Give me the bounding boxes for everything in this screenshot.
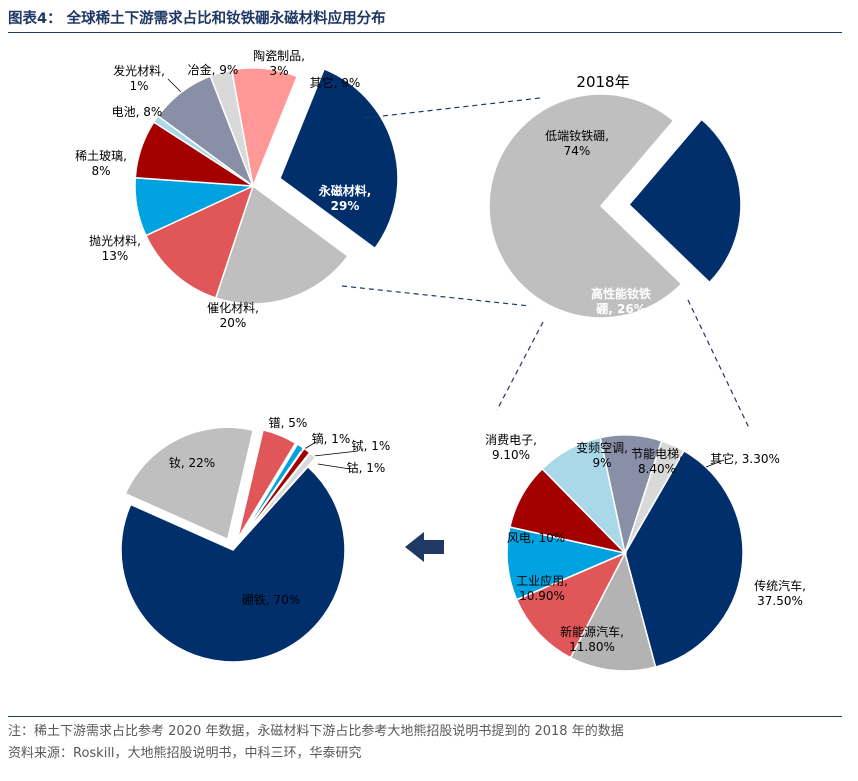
slice-label-稀土玻璃: 稀土玻璃, 8% <box>75 149 127 178</box>
footnote: 注：稀土下游需求占比参考 2020 年数据，永磁材料下游占比参考大地熊招股说明书… <box>8 724 624 739</box>
leader-line <box>313 450 359 457</box>
charts-canvas: 永磁材料, 29% 催化材料, 20% 抛光材料, 13% 稀土玻璃, 8% 电池, 8% 发光材… <box>75 48 806 672</box>
slice-label-冶金: 冶金, 9% <box>188 62 239 77</box>
source-note: 资料来源：Roskill，大地熊招股说明书，中科三环，华泰研究 <box>8 746 362 761</box>
pie-slice-硼铁 <box>120 465 346 663</box>
slice-label-消费电子: 消费电子, 9.10% <box>485 433 537 462</box>
pie-slice-工业应用 <box>515 551 627 659</box>
slice-label-催化材料: 催化材料, 20% <box>207 301 259 330</box>
connector-line <box>341 285 531 307</box>
slice-label-硼铁: 硼铁, 70% <box>242 593 300 607</box>
slice-label-新能源汽车: 新能源汽车, 11.80% <box>560 624 624 654</box>
footer-rule <box>8 716 842 717</box>
arrow-left-icon <box>405 532 444 562</box>
slice-label-低端钕铁硼: 低端钕铁硼, 74% <box>545 128 609 158</box>
pie-ndfeb-applications <box>506 434 744 672</box>
slice-label-电池: 电池, 8% <box>112 105 163 119</box>
pie-slice-传统汽车 <box>624 449 744 668</box>
slice-label-镝: 镝, 1% <box>312 431 351 446</box>
slice-label-变频空调: 变频空调, 9% <box>576 440 628 470</box>
pie-slice-钴 <box>240 452 317 542</box>
pie-slice-其它 <box>624 439 686 554</box>
pie-slice-风电 <box>506 526 628 601</box>
slice-label-镨: 镨, 5% <box>269 415 308 430</box>
pie-slice-低端钕铁硼 <box>488 93 683 319</box>
slice-label-高性能钕铁硼: 高性能钕铁硼, 26% <box>591 286 651 316</box>
chart-title-2018: 2018年 <box>576 73 629 91</box>
pie-slice-其它 <box>230 67 299 189</box>
leader-line <box>705 459 725 468</box>
slice-label-节能电梯: 节能电梯, 8.40% <box>631 447 683 476</box>
pie-magnet-composition <box>120 426 359 663</box>
slice-label-其它: 其它, 3.30% <box>710 451 780 466</box>
connector-line <box>496 321 544 411</box>
pie-slice-永磁材料 <box>279 67 399 250</box>
slice-label-其它: 其它, 9% <box>310 75 361 90</box>
pie-rare-earth-demand <box>134 67 399 305</box>
slice-label-永磁材料: 永磁材料, 29% <box>318 183 372 213</box>
figure-title: 图表4： 全球稀土下游需求占比和钕铁硼永磁材料应用分布 <box>8 11 386 27</box>
connector-line <box>364 97 541 119</box>
title-rule <box>8 32 842 33</box>
slice-label-钴: 钴, 1% <box>347 460 386 475</box>
slice-label-钕: 钕, 22% <box>169 455 215 470</box>
pie-slice-镨 <box>236 428 297 540</box>
pie-slice-催化材料 <box>214 184 350 305</box>
slice-label-铽: 铽, 1% <box>352 438 391 453</box>
pie-ndfeb-2018 <box>488 93 742 319</box>
pie-slice-铽 <box>239 447 311 541</box>
slice-label-陶瓷制品: 陶瓷制品, 3% <box>253 48 305 78</box>
pie-slice-钕 <box>124 426 255 541</box>
slice-label-工业应用: 工业应用, 10.90% <box>516 573 568 603</box>
slice-label-抛光材料: 抛光材料, 13% <box>89 233 141 263</box>
slice-label-风电: 风电, 10% <box>507 531 565 545</box>
leader-line <box>317 463 351 470</box>
pie-slice-抛光材料 <box>144 184 255 299</box>
slice-label-传统汽车: 传统汽车, 37.50% <box>754 578 806 608</box>
slice-label-发光材料: 发光材料, 1% <box>113 63 165 93</box>
connector-line <box>687 299 751 431</box>
pie-slice-高性能钕铁硼 <box>627 118 742 284</box>
pie-slice-新能源汽车 <box>569 550 657 672</box>
